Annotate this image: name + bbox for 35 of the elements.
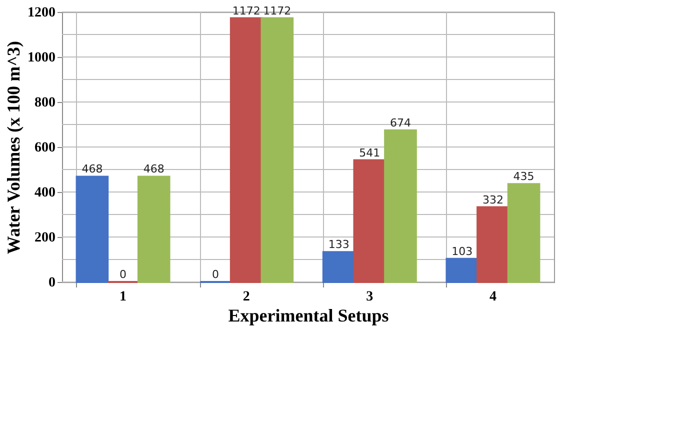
bar — [476, 206, 510, 283]
y-tick-label: 0 — [48, 276, 56, 290]
y-tick-label: 200 — [34, 230, 56, 246]
x-tick-label: 3 — [366, 290, 374, 304]
y-tick-label: 1200 — [28, 6, 56, 20]
data-label: 0 — [120, 268, 127, 281]
x-tick-label: 1 — [120, 290, 127, 304]
bar — [76, 176, 109, 283]
bar — [446, 258, 479, 283]
data-label: 468 — [82, 162, 103, 176]
data-label: 133 — [328, 238, 350, 252]
x-axis-title: Experimental Setups — [228, 306, 389, 326]
bar — [507, 183, 540, 283]
bar — [260, 17, 294, 283]
data-label: 1172 — [263, 4, 292, 18]
bar — [230, 17, 263, 283]
data-label: 332 — [482, 193, 504, 206]
data-label: 0 — [212, 268, 220, 281]
data-label: 674 — [390, 116, 411, 130]
y-tick-label: 1000 — [28, 50, 56, 66]
x-tick-label: 2 — [242, 290, 250, 304]
bar — [353, 159, 386, 283]
data-label: 103 — [452, 244, 473, 258]
bar — [322, 251, 356, 283]
y-tick-label: 600 — [34, 140, 56, 156]
y-axis-title: Water Volumes (x 100 m^3) — [4, 40, 24, 254]
data-label: 435 — [513, 170, 534, 184]
data-label: 468 — [143, 162, 164, 176]
x-tick-label: 4 — [489, 290, 496, 304]
bar — [137, 176, 170, 283]
bar — [384, 129, 417, 283]
data-label: 541 — [359, 146, 380, 160]
y-tick-label: 800 — [34, 96, 56, 110]
data-label: 1172 — [232, 4, 260, 18]
y-tick-label: 400 — [34, 186, 56, 200]
